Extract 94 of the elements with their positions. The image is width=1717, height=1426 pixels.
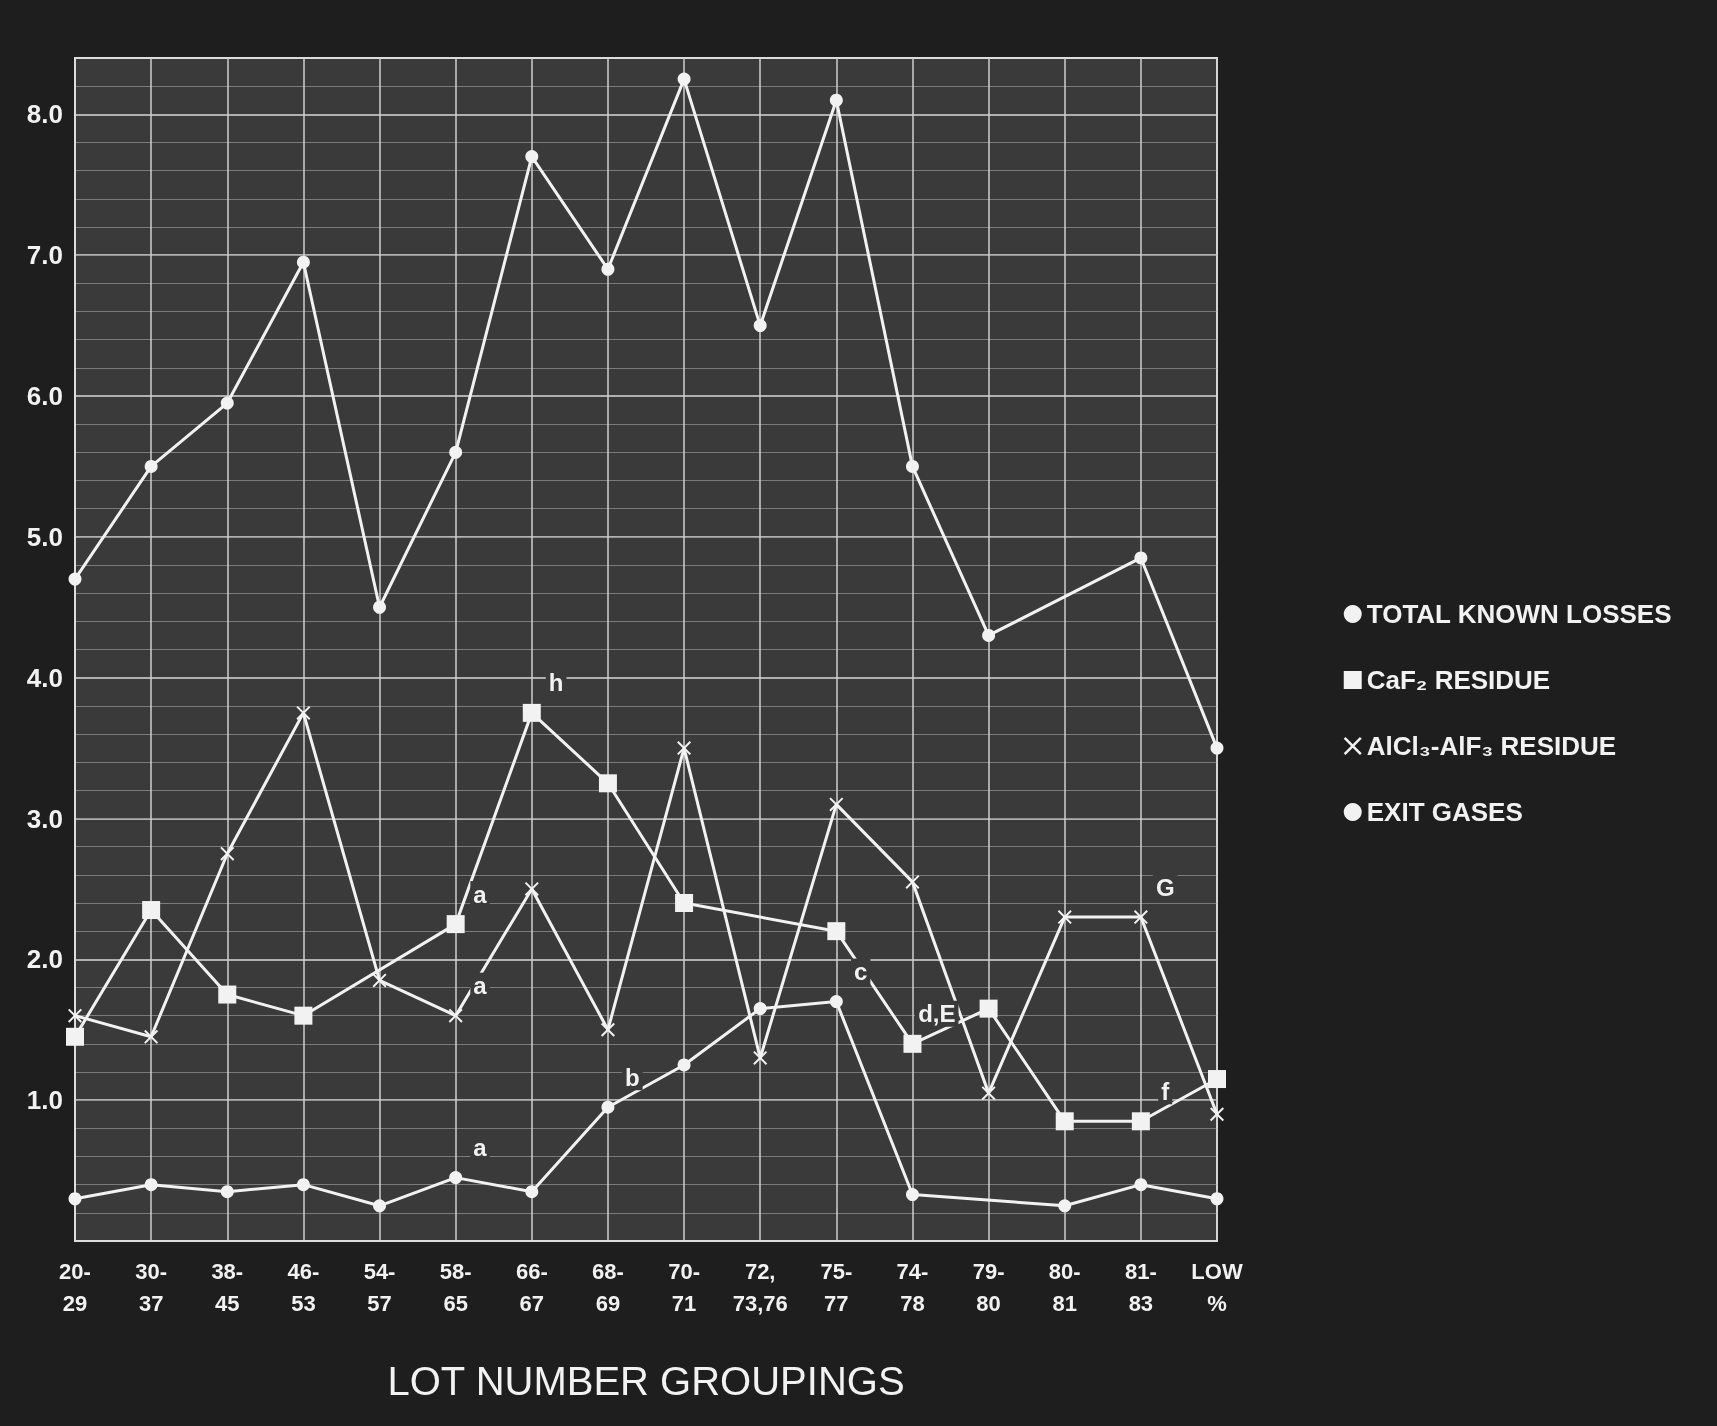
point [68, 572, 82, 586]
point [1210, 1192, 1224, 1206]
point [296, 255, 310, 269]
x-tick-label: 80- 81 [1048, 1258, 1081, 1316]
x-tick-label: LOW % [1191, 1258, 1243, 1316]
x-tick-label: 79- 80 [972, 1258, 1005, 1316]
point [601, 1100, 615, 1114]
point [1210, 741, 1224, 755]
point [753, 1050, 768, 1065]
point [449, 1171, 463, 1185]
x-tick-label: 30- 37 [135, 1258, 168, 1316]
point [982, 628, 996, 642]
point [142, 901, 161, 920]
y-tick-label: 4.0 [26, 662, 63, 693]
point [600, 1022, 615, 1037]
point [1208, 1070, 1226, 1089]
y-tick-label: 6.0 [26, 381, 63, 411]
point [677, 72, 691, 86]
annotation: G [1155, 873, 1175, 901]
point [1131, 1112, 1150, 1131]
annotation: c [854, 958, 868, 986]
point [1210, 1107, 1224, 1122]
point [905, 1188, 919, 1202]
legend-label: AlCl₃-AlF₃ RESIDUE [1366, 731, 1617, 761]
x-tick-label: 70- 71 [668, 1258, 700, 1316]
x-tick-label: 46- 53 [287, 1258, 320, 1316]
x-tick-label: 58- 65 [439, 1258, 472, 1316]
point [449, 445, 463, 459]
x-axis-title: LOT NUMBER GROUPINGS [387, 1359, 905, 1403]
y-tick-label: 1.0 [26, 1085, 63, 1116]
point [220, 396, 234, 410]
x-tick-label: 75- 77 [820, 1258, 853, 1316]
y-tick-label: 3.0 [26, 803, 63, 834]
y-tick-label: 2.0 [26, 944, 63, 975]
point [677, 1058, 691, 1072]
point [601, 262, 615, 276]
y-tick-label: 7.0 [26, 240, 63, 271]
point [1133, 910, 1148, 925]
point [144, 1178, 158, 1192]
annotation: a [473, 972, 488, 1000]
point [218, 985, 237, 1004]
point [829, 995, 843, 1009]
point [296, 1178, 310, 1192]
point [373, 1199, 387, 1213]
point [294, 1006, 313, 1025]
point [68, 1192, 82, 1206]
x-tick-label: 66- 67 [515, 1258, 548, 1316]
point [598, 774, 617, 793]
point [1058, 1199, 1072, 1213]
point [372, 973, 387, 988]
point [220, 1185, 234, 1199]
point [144, 1029, 159, 1044]
point [829, 797, 844, 812]
x-tick-label: 54- 57 [363, 1258, 396, 1316]
x-tick-label: 20- 29 [59, 1258, 91, 1316]
point [1134, 551, 1148, 565]
y-tick-label: 8.0 [26, 99, 63, 130]
x-tick-label: 68- 69 [592, 1258, 624, 1316]
point [753, 1002, 767, 1016]
point [66, 1027, 84, 1046]
annotation: h [548, 669, 564, 697]
x-tick-label: 74- 78 [896, 1258, 929, 1316]
x-tick-label: 38- 45 [211, 1258, 244, 1316]
point [525, 150, 539, 164]
point [446, 915, 465, 934]
point [827, 922, 846, 941]
point [979, 999, 998, 1018]
annotation: a [473, 1134, 488, 1162]
y-tick-label: 5.0 [26, 521, 63, 552]
annotation: b [624, 1063, 640, 1091]
point [373, 600, 387, 614]
point [1057, 910, 1072, 925]
legend-label: TOTAL KNOWN LOSSES [1366, 599, 1672, 629]
point [525, 1185, 539, 1199]
annotation: f [1161, 1077, 1171, 1105]
point [524, 881, 539, 896]
point [677, 741, 692, 756]
point [829, 93, 843, 107]
point [1134, 1178, 1148, 1192]
point [675, 894, 694, 912]
point [903, 1034, 922, 1053]
point [905, 459, 919, 473]
legend-label: CaF₂ RESIDUE [1366, 665, 1551, 695]
x-tick-label: 72, 73,76 [732, 1258, 788, 1316]
annotation: a [473, 880, 488, 908]
x-tick-label: 81- 83 [1124, 1258, 1157, 1316]
point [68, 1008, 82, 1023]
point [144, 459, 158, 473]
legend-label: EXIT GASES [1366, 797, 1523, 827]
point [753, 319, 767, 333]
annotation: d,E [918, 1000, 956, 1028]
point [448, 1008, 463, 1023]
point [1055, 1112, 1074, 1131]
point [522, 703, 541, 722]
